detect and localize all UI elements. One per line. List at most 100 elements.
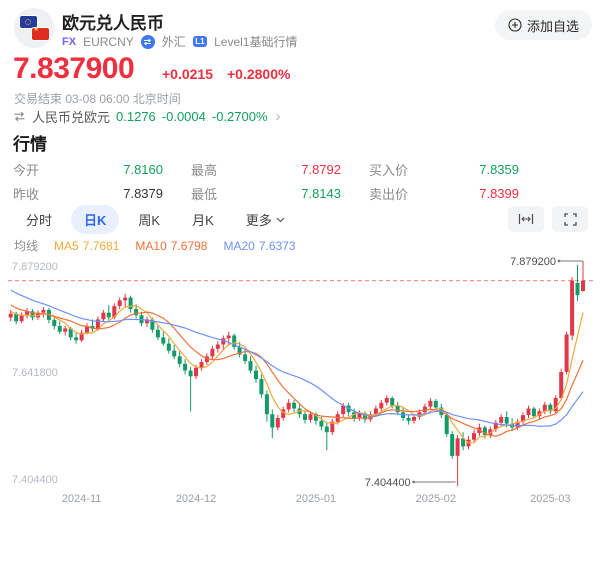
tab-more-label: 更多 [245, 213, 272, 228]
candle-down[interactable] [444, 412, 449, 437]
quote-grid: 今开 7.8160 最高 7.8792 买入价 7.8359 昨收 7.8379… [13, 157, 519, 205]
last-price: 7.837900 [13, 52, 135, 85]
candle-up[interactable] [123, 293, 128, 308]
ma-line-ma10 [10, 304, 584, 437]
candle-up[interactable] [412, 414, 416, 424]
candle-down[interactable] [461, 432, 466, 451]
tab-monthly-k[interactable]: 月K [192, 213, 214, 228]
candle-down[interactable] [166, 338, 171, 354]
candle-down[interactable] [155, 325, 160, 341]
candle-down[interactable] [30, 309, 35, 321]
candle-down[interactable] [90, 319, 95, 332]
high-callout-dot [557, 259, 561, 263]
candle-down[interactable] [172, 345, 177, 360]
candle-down[interactable] [450, 431, 455, 459]
y-axis-label: 7.641800 [12, 367, 58, 379]
compress-x-button[interactable] [508, 206, 544, 232]
ma-legend-title: 均线 [14, 239, 39, 253]
candle-down[interactable] [575, 264, 580, 301]
inverse-rate-row[interactable]: 人民币兑欧元 0.1276 -0.0004 -0.2700% › [13, 107, 281, 126]
candle-up[interactable] [379, 399, 384, 412]
candle-up[interactable] [63, 326, 68, 336]
candle-up[interactable] [145, 316, 149, 328]
candle-down[interactable] [106, 305, 111, 322]
tab-weekly-k[interactable]: 周K [138, 213, 161, 228]
candle-up[interactable] [330, 418, 335, 435]
field-value: 7.8379 [123, 185, 163, 201]
candle-up[interactable] [472, 429, 476, 443]
candle-up[interactable] [79, 329, 84, 343]
candle-down[interactable] [324, 422, 329, 451]
candle-up[interactable] [581, 261, 585, 292]
candle-up[interactable] [117, 297, 122, 309]
candle-down[interactable] [248, 356, 253, 374]
candle-up[interactable] [19, 312, 24, 324]
candle-up[interactable] [542, 401, 547, 415]
candle-down[interactable] [292, 399, 297, 413]
candle-down[interactable] [406, 414, 411, 425]
candle-up[interactable] [308, 411, 313, 423]
candle-down[interactable] [161, 331, 166, 346]
low-callout-dot [412, 480, 415, 484]
candle-up[interactable] [553, 395, 558, 414]
candle-down[interactable] [177, 350, 182, 368]
candle-up[interactable] [357, 410, 362, 421]
candle-down[interactable] [531, 406, 536, 419]
candle-down[interactable] [134, 304, 139, 319]
candle-up[interactable] [521, 412, 525, 425]
candle-down[interactable] [128, 295, 133, 313]
candle-down[interactable] [270, 409, 275, 439]
candle-up[interactable] [204, 353, 209, 365]
candle-down[interactable] [264, 390, 269, 422]
field-label: 昨收 [13, 186, 40, 202]
candle-up[interactable] [384, 395, 389, 406]
tab-timeline[interactable]: 分时 [26, 213, 53, 228]
candle-up[interactable] [210, 345, 215, 360]
candle-up[interactable] [101, 309, 106, 323]
quote-field-open: 今开 7.8160 [13, 157, 163, 181]
candle-down[interactable] [139, 311, 144, 326]
candle-down[interactable] [188, 366, 193, 412]
fullscreen-button[interactable] [552, 206, 588, 232]
candle-up[interactable] [25, 308, 30, 319]
quote-field-bid: 买入价 7.8359 [369, 157, 519, 181]
candle-down[interactable] [57, 321, 62, 335]
candle-up[interactable] [215, 341, 220, 353]
candle-up[interactable] [221, 335, 226, 351]
candle-down[interactable] [74, 331, 79, 344]
candle-up[interactable] [526, 405, 531, 418]
candle-down[interactable] [395, 401, 400, 416]
candle-up[interactable] [515, 418, 520, 431]
candle-down[interactable] [259, 374, 264, 398]
tab-daily-k[interactable]: 日K [71, 205, 120, 234]
candle-up[interactable] [226, 331, 231, 346]
candle-up[interactable] [286, 399, 291, 413]
candle-up[interactable] [199, 359, 204, 371]
candle-down[interactable] [297, 404, 302, 418]
field-value: 7.8143 [301, 185, 341, 201]
candle-down[interactable] [548, 402, 553, 415]
candle-down[interactable] [237, 342, 242, 358]
add-watchlist-button[interactable]: 添加自选 [494, 10, 592, 40]
candle-down[interactable] [232, 333, 237, 350]
candle-up[interactable] [281, 406, 286, 421]
candle-up[interactable] [422, 403, 427, 416]
candle-down[interactable] [183, 359, 188, 375]
candle-up[interactable] [428, 398, 433, 410]
candle-up[interactable] [275, 415, 280, 431]
candle-up[interactable] [41, 307, 46, 318]
candle-up[interactable] [455, 435, 460, 486]
session-status: 交易结束 03-08 06:00 北京时间 [14, 92, 181, 106]
candle-up[interactable] [559, 368, 564, 401]
candle-up[interactable] [570, 277, 575, 341]
tab-more[interactable]: 更多 [233, 205, 298, 234]
kline-chart[interactable]: 7.879200 7.641800 7.404400 2024-11 2024-12 20… [0, 255, 600, 517]
forex-market-icon [140, 34, 155, 49]
candle-down[interactable] [254, 365, 258, 383]
field-value: 7.8792 [301, 161, 341, 177]
candle-up[interactable] [564, 331, 569, 375]
candle-down[interactable] [303, 410, 307, 424]
candle-down[interactable] [52, 317, 57, 330]
inverse-change-pct: -0.2700% [211, 109, 268, 124]
eu-flag-icon [20, 16, 37, 28]
